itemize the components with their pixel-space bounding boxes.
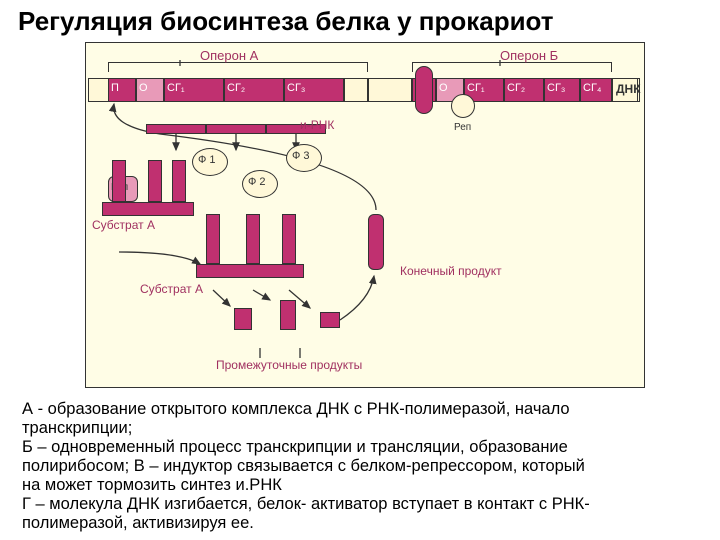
substrate-a-bar <box>148 160 162 202</box>
segment-label: СГ₃ <box>547 82 565 94</box>
blocker-label: Реп <box>454 122 471 133</box>
segment-label: СГ₂ <box>507 82 525 94</box>
final-product-bar <box>368 214 384 270</box>
caption-text: А - образование открытого комплекса ДНК … <box>22 400 698 533</box>
caption-line: на может тормозить синтез и.РНК <box>22 476 698 495</box>
diagram: Оперон АОперон БПОСГ₁СГ₂СГ₃ПОСГ₁СГ₂СГ₃СГ… <box>0 0 720 400</box>
segment-label: СГ₁ <box>467 82 485 94</box>
segment-label: СГ₄ <box>583 82 601 94</box>
enzyme-label: Ф 1 <box>198 154 216 166</box>
substrate-a-label: Субстрат А <box>92 218 155 232</box>
final-product-label: Конечный продукт <box>400 264 502 278</box>
intermediate-box <box>280 300 296 330</box>
enzyme-label: Ф 3 <box>292 150 310 162</box>
substrate-a2-bar <box>282 214 296 264</box>
segment-label: О <box>439 82 448 94</box>
caption-line: Г – молекула ДНК изгибается, белок- акти… <box>22 495 698 514</box>
substrate-a-bar <box>112 160 126 202</box>
segment-label: П <box>111 82 119 94</box>
blocker <box>415 66 433 114</box>
mrna-segment <box>146 124 206 134</box>
mrna-segment <box>206 124 266 134</box>
intermediate-box <box>234 308 252 330</box>
dna-segment <box>344 78 368 102</box>
caption-line: Б – одновременный процесс транскрипции и… <box>22 438 698 457</box>
bracket <box>108 62 368 72</box>
operon-a-label: Оперон А <box>200 48 258 63</box>
dna-label: ДНК <box>616 82 641 96</box>
caption-line: А - образование открытого комплекса ДНК … <box>22 400 698 419</box>
intermediates-label: Промежуточные продукты <box>216 358 362 372</box>
enzyme-label: Ф 2 <box>248 176 266 188</box>
dna-gap <box>368 78 412 102</box>
blocker <box>451 94 475 118</box>
arrows-layer <box>0 0 720 400</box>
substrate-a2-bar <box>246 214 260 264</box>
substrate-a2-bar <box>206 214 220 264</box>
substrate-a-bar <box>172 160 186 202</box>
caption-line: полирибосом; В – индуктор связывается с … <box>22 457 698 476</box>
segment-label: СГ₃ <box>287 82 305 94</box>
intermediate-box <box>320 312 340 328</box>
caption-line: транскрипции; <box>22 419 698 438</box>
segment-label: СГ₁ <box>167 82 185 94</box>
caption-line: полимеразой, активизируя ее. <box>22 514 698 533</box>
substrate-a-base <box>102 202 194 216</box>
mrna-label: и-РНК <box>300 118 334 132</box>
substrate-a2-base <box>196 264 304 278</box>
bracket <box>412 62 612 72</box>
operon-b-label: Оперон Б <box>500 48 558 63</box>
segment-label: О <box>139 82 148 94</box>
substrate-a2-label: Субстрат А <box>140 282 203 296</box>
segment-label: СГ₂ <box>227 82 245 94</box>
